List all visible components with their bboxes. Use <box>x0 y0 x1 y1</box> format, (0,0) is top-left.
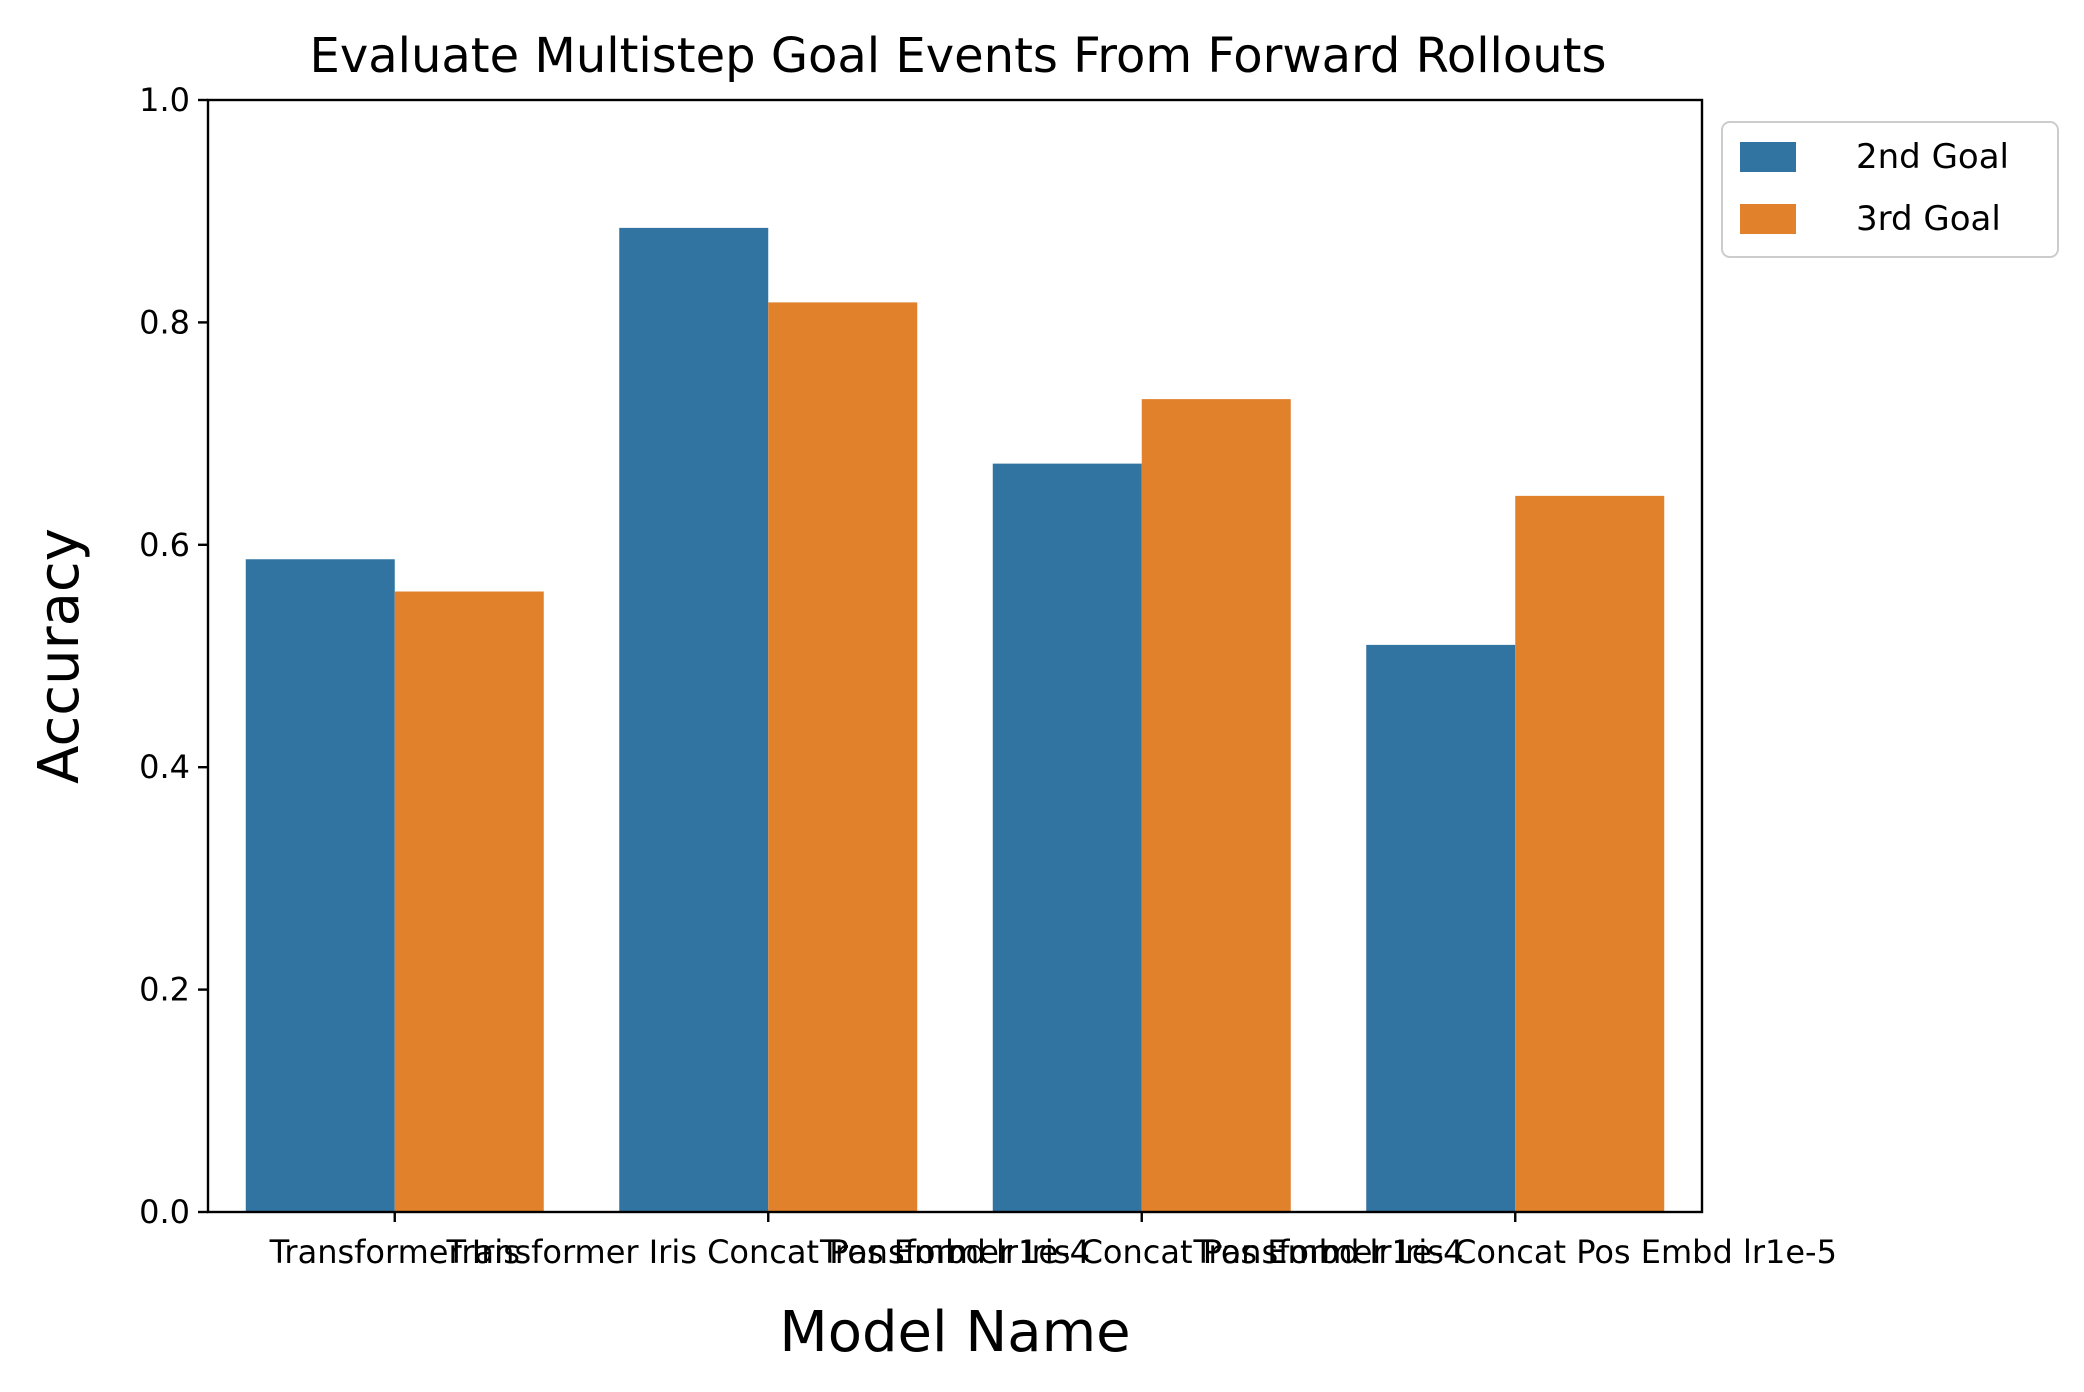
y-tick-label: 0.4 <box>139 748 190 786</box>
y-tick-label: 0.0 <box>139 1193 190 1231</box>
legend-swatch <box>1740 204 1796 234</box>
plot-frame <box>206 98 1704 1214</box>
x-tick-label: Transformer Iris <box>269 1233 520 1271</box>
legend-label: 2nd Goal <box>1856 137 2009 177</box>
legend-frame <box>1721 121 2059 258</box>
bar-third-goal-1 <box>394 591 544 1212</box>
chart-title: Evaluate Multistep Goal Events From Forw… <box>309 28 1606 84</box>
legend: 2nd Goal 3rd Goal <box>1721 121 2059 258</box>
bar-second-goal-4 <box>1366 644 1516 1212</box>
y-axis-label: Accuracy <box>27 528 92 784</box>
y-tick-label: 1.0 <box>139 81 190 119</box>
legend-label: 3rd Goal <box>1856 199 2001 239</box>
y-tick-label: 0.2 <box>139 971 190 1009</box>
bar-third-goal-4 <box>1515 495 1665 1212</box>
x-tick-label: Transformer Iris Concat Pos Embd lr1e-4 <box>446 1233 1090 1271</box>
bars-group <box>245 227 1665 1212</box>
legend-swatch <box>1740 142 1796 172</box>
bar-third-goal-3 <box>1141 399 1291 1212</box>
y-tick-label: 0.6 <box>139 526 190 564</box>
x-tick-label: Transformer Iris Concat Pos Embd lr1e-5 <box>1193 1233 1837 1271</box>
bar-second-goal-2 <box>619 227 769 1212</box>
y-tick-label: 0.8 <box>139 303 190 341</box>
bar-second-goal-3 <box>992 463 1142 1212</box>
x-tick-label: Transformer Iris Concat Pos Embd lr1e-4 <box>819 1233 1463 1271</box>
x-axis-label: Model Name <box>779 1300 1130 1365</box>
bar-third-goal-2 <box>768 302 918 1212</box>
y-axis-ticks: 0.0 0.2 0.4 0.6 0.8 1.0 <box>139 81 208 1231</box>
bar-second-goal-1 <box>245 559 395 1212</box>
